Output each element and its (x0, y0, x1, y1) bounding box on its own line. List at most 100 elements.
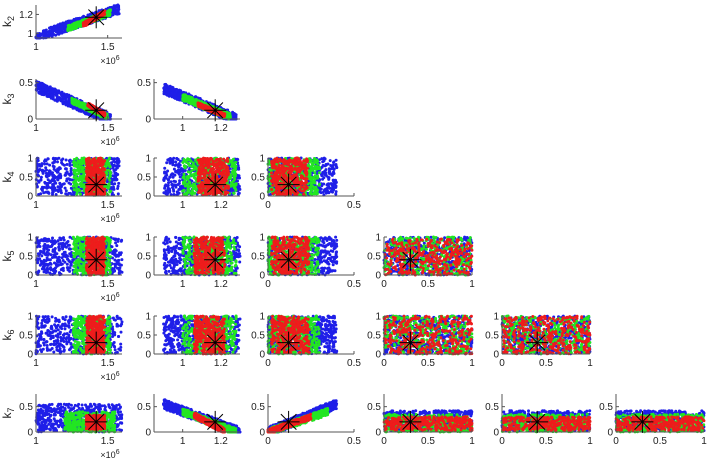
data-point (77, 172, 80, 175)
data-point (37, 170, 40, 173)
data-point (76, 189, 79, 192)
data-point (64, 187, 67, 190)
data-point (42, 172, 45, 175)
data-point (58, 186, 61, 189)
data-point (75, 101, 78, 104)
data-point (46, 93, 49, 96)
x-exponent-label: ×106 (100, 213, 119, 224)
data-point (46, 157, 49, 160)
data-point (66, 170, 69, 173)
data-point (92, 116, 95, 119)
data-point (73, 170, 76, 173)
data-point (88, 157, 91, 160)
data-point (61, 158, 64, 161)
data-point (199, 103, 202, 106)
data-point (52, 165, 55, 168)
data-point (54, 34, 57, 37)
data-point (48, 169, 51, 172)
data-point (45, 186, 48, 189)
data-point (62, 98, 65, 101)
data-point (65, 159, 68, 162)
data-point (186, 96, 189, 99)
row-label-k3: k3 (0, 93, 16, 104)
data-point (61, 23, 64, 26)
data-point (99, 169, 102, 172)
data-point (41, 186, 44, 189)
data-point (51, 193, 54, 196)
best-estimate-star (85, 174, 107, 196)
row-label-text: k2 (0, 16, 16, 27)
data-point (112, 186, 115, 189)
x-tick-label: 1 (180, 123, 186, 134)
data-point (101, 160, 104, 163)
data-point (60, 31, 63, 34)
data-point (41, 86, 44, 89)
data-point (52, 174, 55, 177)
data-point (47, 31, 50, 34)
data-point (56, 160, 59, 163)
data-point (82, 185, 85, 188)
data-point (194, 95, 197, 98)
data-point (108, 9, 111, 12)
data-point (67, 20, 70, 23)
data-point (61, 101, 64, 104)
data-point (57, 177, 60, 180)
data-point (185, 100, 188, 103)
data-point (103, 168, 106, 171)
y-tick-label: 0 (145, 115, 151, 126)
data-point (95, 162, 98, 165)
data-point (86, 21, 89, 24)
row-label-k2: k2 (0, 16, 16, 27)
x-tick-label: 1.5 (101, 42, 115, 53)
data-point (48, 86, 51, 89)
data-point (81, 157, 84, 160)
data-point (40, 176, 43, 179)
data-point (43, 163, 46, 166)
data-point (117, 158, 120, 161)
data-point (75, 193, 78, 196)
data-point (52, 157, 55, 160)
data-point (81, 104, 84, 107)
data-point (166, 89, 169, 92)
data-point (57, 25, 60, 28)
data-point (173, 96, 176, 99)
data-point (73, 162, 76, 165)
data-point (108, 190, 111, 193)
data-point (167, 94, 170, 97)
data-point (63, 164, 66, 167)
data-point (229, 116, 232, 119)
data-point (70, 172, 73, 175)
data-point (93, 157, 96, 160)
data-point (226, 115, 229, 118)
data-point (111, 11, 114, 14)
row-label-text: k3 (0, 93, 16, 104)
data-point (73, 158, 76, 161)
data-point (73, 175, 76, 178)
data-point (36, 173, 39, 176)
data-point (108, 185, 111, 188)
data-point (83, 175, 86, 178)
data-point (67, 26, 70, 29)
data-point (91, 160, 94, 163)
data-point (101, 111, 104, 114)
data-point (87, 105, 90, 108)
data-point (40, 33, 43, 36)
data-point (57, 97, 60, 100)
row-label-text: k7 (0, 407, 16, 418)
data-point (88, 193, 91, 196)
data-point (65, 189, 68, 192)
y-tick-label: 1.2 (19, 10, 33, 21)
data-point (59, 167, 62, 170)
data-point (67, 96, 70, 99)
data-point (116, 13, 119, 16)
best-estimate-star (85, 6, 107, 28)
data-point (102, 180, 105, 183)
x-tick-label: 1.5 (101, 123, 115, 134)
data-point (54, 88, 57, 91)
data-point (171, 88, 174, 91)
